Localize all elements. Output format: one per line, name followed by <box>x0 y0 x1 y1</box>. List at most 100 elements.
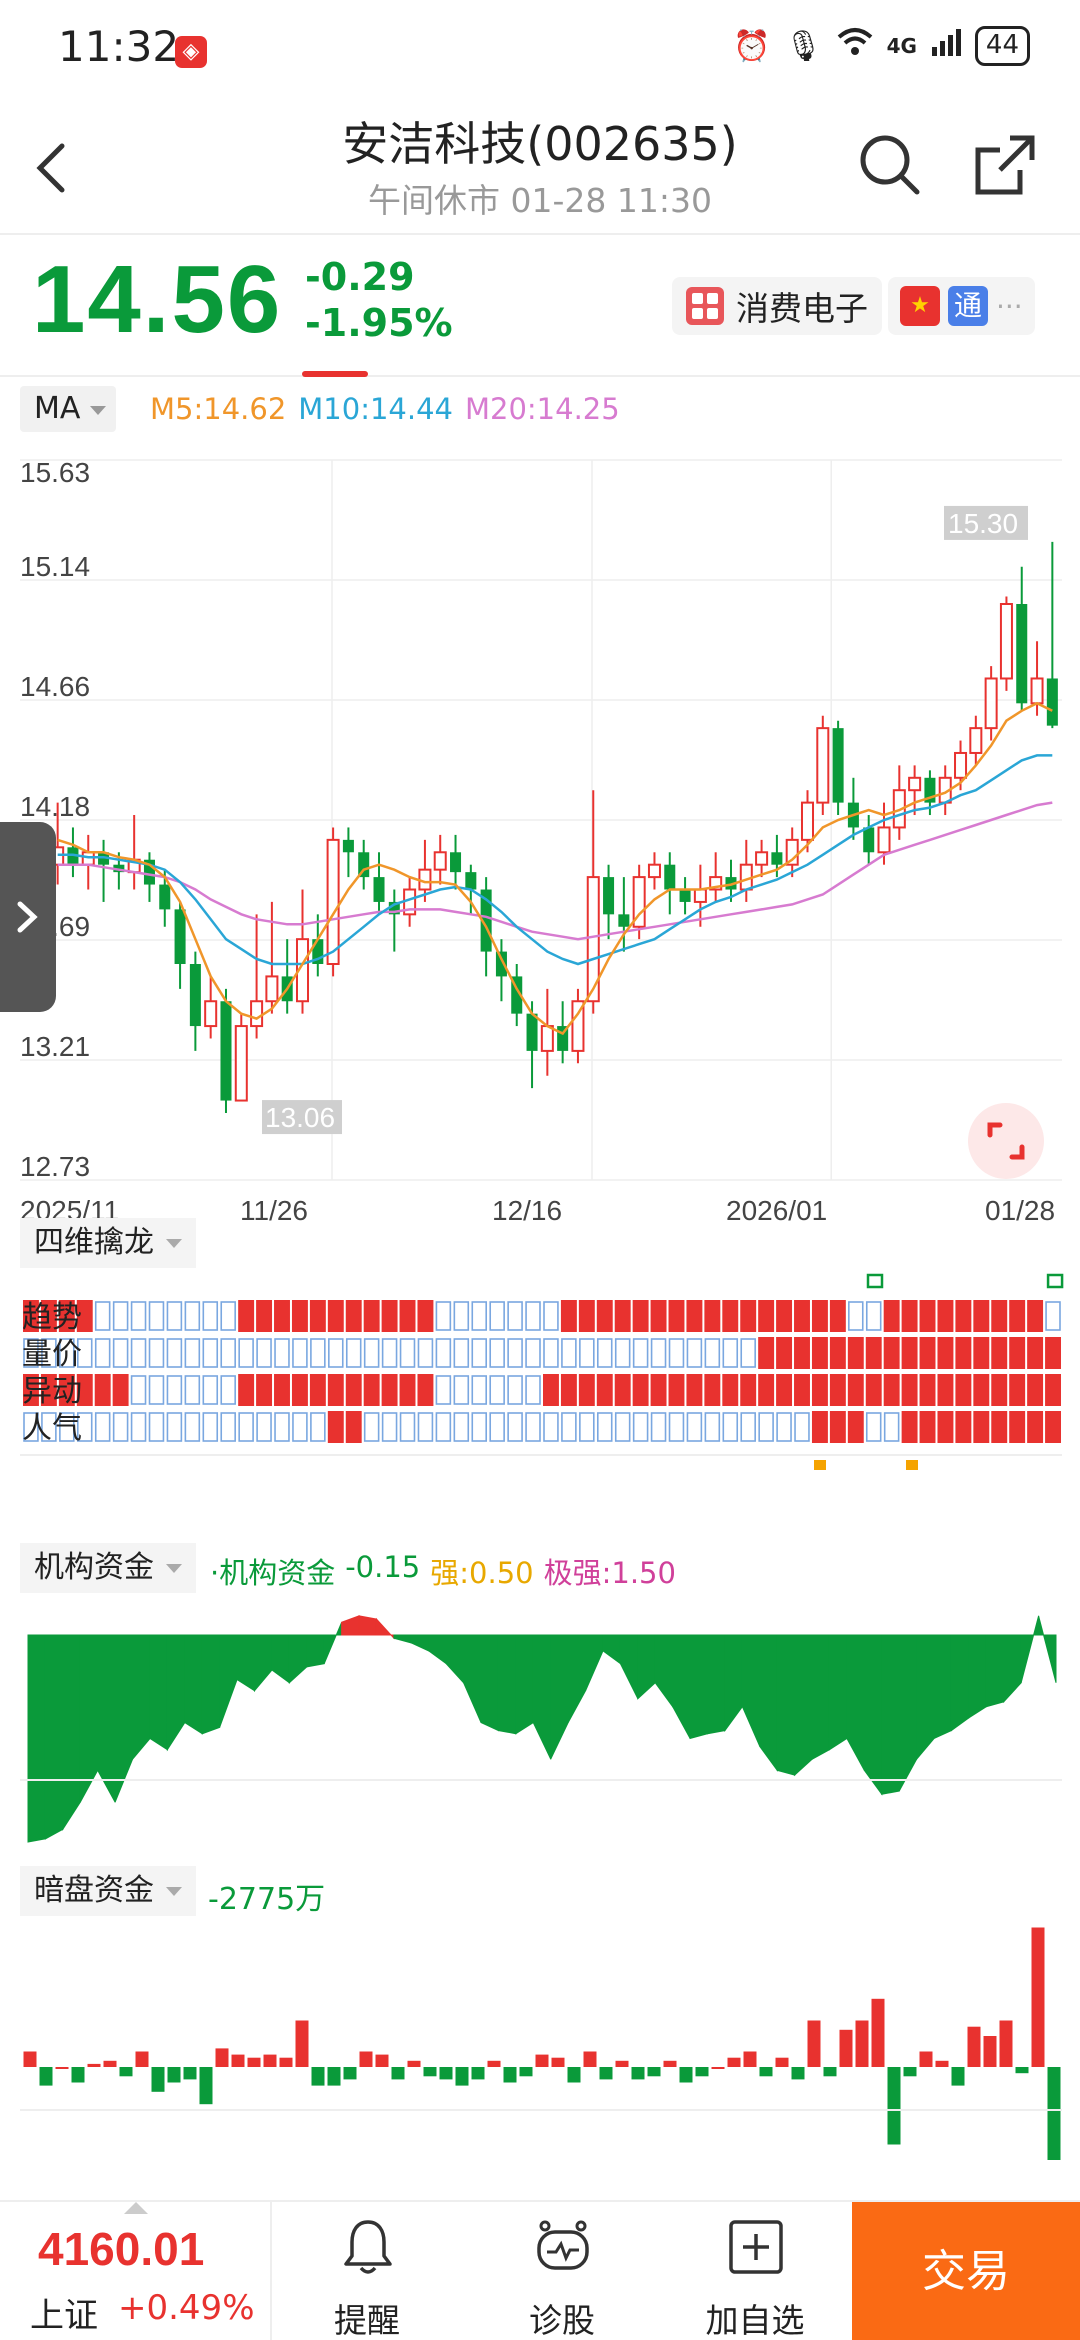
index-value[interactable]: 4160.01 <box>38 2223 205 2275</box>
four-dim-cell-red <box>345 1411 362 1443</box>
four-dim-cell-empty <box>776 1412 792 1442</box>
fullscreen-button[interactable] <box>968 1103 1044 1179</box>
org-fund-area <box>898 1634 918 1792</box>
chevron-up-icon[interactable] <box>124 2202 148 2214</box>
four-dim-cell-red <box>811 1411 828 1443</box>
four-dim-cell-empty <box>435 1338 452 1368</box>
four-dim-cell-empty <box>507 1412 523 1442</box>
four-dim-cell-red <box>560 1300 577 1332</box>
sector-tag[interactable]: 消费电子 <box>672 277 882 335</box>
dark-fund-bar <box>1047 2067 1061 2160</box>
four-dim-cell-empty <box>202 1338 219 1368</box>
side-drawer-toggle[interactable] <box>0 822 56 1012</box>
dark-fund-selector[interactable]: 暗盘资金 <box>20 1866 196 1916</box>
org-fund-area <box>375 1617 395 1640</box>
search-button[interactable] <box>855 130 925 200</box>
four-dim-cell-empty <box>650 1338 667 1368</box>
four-dim-cell-red <box>363 1300 380 1332</box>
fullscreen-icon <box>987 1122 1025 1160</box>
candle-body <box>1016 604 1028 704</box>
x-tick-label: 2026/01 <box>726 1195 827 1226</box>
four-dim-cell-empty <box>489 1301 505 1331</box>
y-tick-label: 15.14 <box>20 551 90 582</box>
network-label: 4G <box>886 34 917 58</box>
four-dim-cell-red <box>1027 1300 1044 1332</box>
four-dim-cell-empty <box>722 1412 739 1442</box>
org-fund-area <box>463 1634 482 1723</box>
ma20-value: M20:14.25 <box>464 392 620 426</box>
china-flag-icon: ★ <box>900 286 940 326</box>
candle-body <box>908 776 922 792</box>
plus-square-icon <box>729 2220 783 2274</box>
four-dim-cell-empty <box>579 1338 595 1368</box>
ma5-line <box>57 701 1053 1036</box>
four-dim-selector[interactable]: 四维擒龙 <box>20 1218 196 1268</box>
four-dim-cell-red <box>973 1374 990 1406</box>
four-dim-cell-empty <box>417 1412 434 1442</box>
four-dim-cell-empty <box>614 1412 631 1442</box>
candle-body <box>312 939 324 964</box>
indicator-selector[interactable]: MA <box>20 386 116 432</box>
candle-body <box>159 884 171 910</box>
org-fund-area <box>79 1634 99 1803</box>
remind-button[interactable]: 提醒 <box>292 2202 442 2340</box>
share-button[interactable] <box>970 130 1040 200</box>
kline-chart[interactable]: 15.6315.1414.6614.1813.6913.2112.7315.30… <box>0 440 1080 2200</box>
four-dim-cell-empty <box>417 1338 434 1368</box>
four-dim-cell-empty <box>363 1338 380 1368</box>
four-dim-cell-empty <box>668 1412 685 1442</box>
four-dim-cell-empty <box>238 1338 254 1368</box>
trade-button[interactable]: 交易 <box>852 2202 1080 2340</box>
dark-fund-bar <box>663 2060 677 2067</box>
signal-marker <box>866 1273 884 1289</box>
four-dim-cell-red <box>919 1300 936 1332</box>
dark-fund-bar <box>87 2063 101 2067</box>
x-tick-label: 12/16 <box>492 1195 562 1226</box>
candle-body <box>450 852 462 873</box>
four-dim-cell-empty <box>453 1412 470 1442</box>
dark-fund-bar <box>599 2067 613 2080</box>
stock-tags[interactable]: ★ 通 ··· <box>888 277 1035 335</box>
org-fund-area <box>863 1634 883 1796</box>
dark-fund-bar <box>583 2051 597 2067</box>
four-dim-cell-red <box>327 1411 344 1443</box>
four-dim-cell-red <box>291 1300 308 1332</box>
org-fund-area <box>306 1634 325 1668</box>
four-dim-cell-red <box>40 1300 57 1332</box>
org-fund-area <box>846 1634 865 1771</box>
four-dim-cell-red <box>543 1374 559 1406</box>
diagnose-button[interactable]: 诊股 <box>487 2202 637 2340</box>
four-dim-cell-empty <box>453 1338 470 1368</box>
org-fund-selector[interactable]: 机构资金 <box>20 1543 196 1593</box>
four-dim-cell-empty <box>740 1338 756 1368</box>
org-fund-area <box>114 1634 134 1803</box>
dark-fund-bar <box>759 2067 773 2077</box>
four-dim-cell-red <box>238 1300 255 1332</box>
status-bar: 11:32 ◈ ⏰ 🎙 4G 44 <box>0 0 1080 100</box>
four-dim-cell-red <box>811 1337 828 1369</box>
four-dim-cell-red <box>309 1374 326 1406</box>
four-dim-cell-empty <box>471 1301 488 1331</box>
back-button[interactable] <box>24 138 84 198</box>
ma20-line <box>57 801 1053 941</box>
org-fund-area <box>881 1634 900 1795</box>
candle-body <box>632 876 646 928</box>
four-dim-cell-red <box>274 1300 290 1332</box>
org-fund-area <box>672 1634 691 1739</box>
four-dim-cell-empty <box>23 1412 39 1442</box>
four-dim-cell-red <box>973 1300 990 1332</box>
dark-fund-bar <box>775 2057 789 2067</box>
org-fund-area <box>184 1634 203 1735</box>
add-watchlist-button[interactable]: 加自选 <box>680 2202 830 2340</box>
candle-body <box>495 951 507 977</box>
four-dim-cell-empty <box>310 1338 326 1368</box>
dark-fund-bar <box>1031 1927 1045 2067</box>
dark-fund-bar <box>327 2067 341 2086</box>
chevron-down-icon <box>166 1238 182 1248</box>
four-dim-cell-red <box>58 1374 75 1406</box>
org-fund-area <box>916 1634 935 1761</box>
candle-body <box>388 901 400 915</box>
candle-body <box>511 976 523 1014</box>
dark-fund-bar <box>519 2067 533 2077</box>
four-dim-cell-red <box>345 1374 362 1406</box>
